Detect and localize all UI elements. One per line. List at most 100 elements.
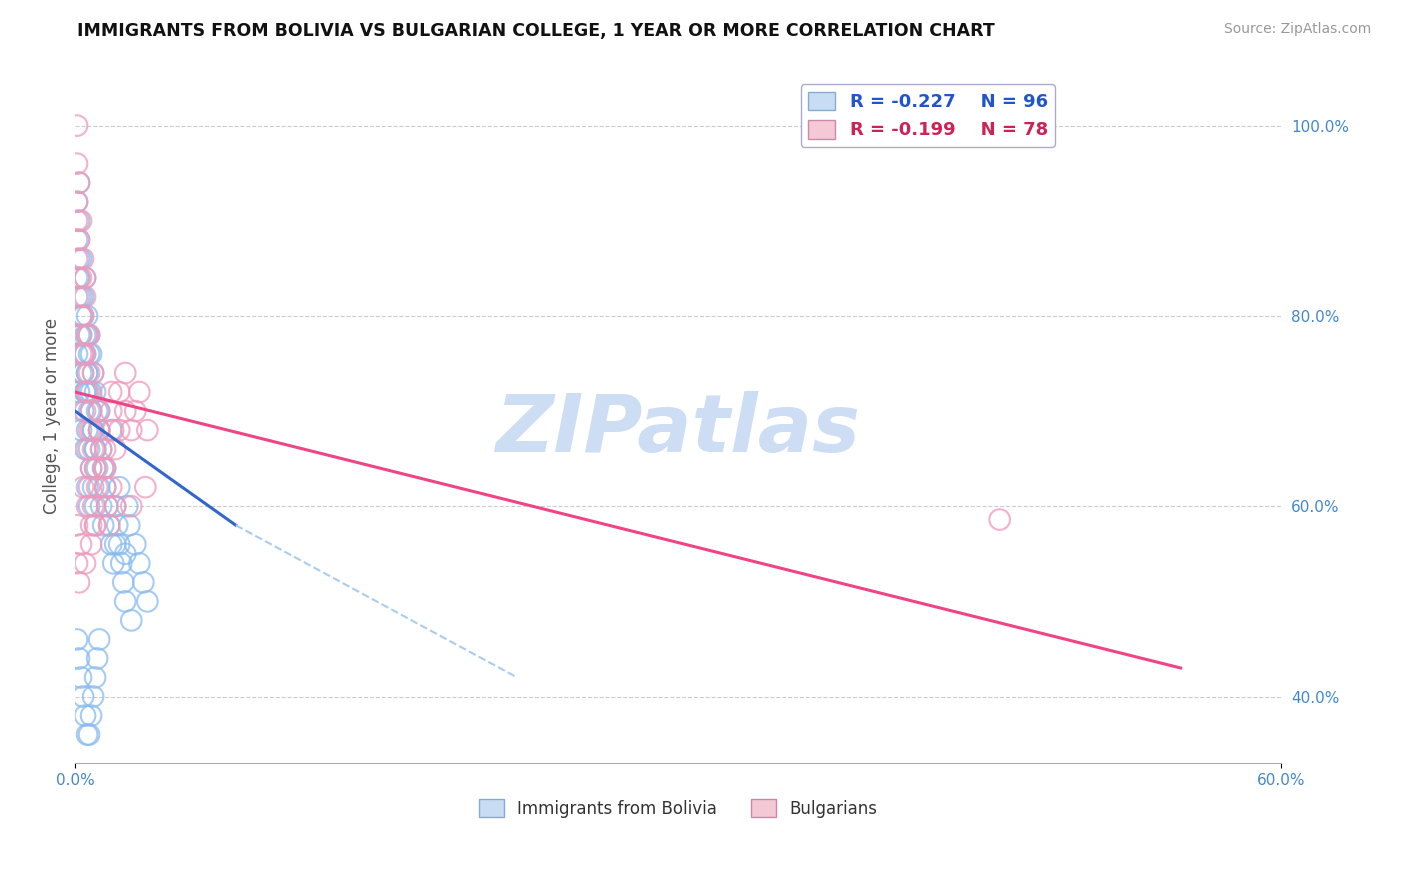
Point xyxy=(70,327,93,342)
Point xyxy=(82,366,104,380)
Point xyxy=(80,404,103,418)
Point xyxy=(77,728,100,742)
Point xyxy=(108,423,131,437)
Point xyxy=(104,442,127,457)
Point xyxy=(66,119,89,133)
Point xyxy=(89,423,111,437)
Point xyxy=(124,404,146,418)
Point xyxy=(76,423,98,437)
Point xyxy=(66,347,89,361)
Point xyxy=(72,309,94,323)
Point xyxy=(70,213,93,227)
Point xyxy=(94,461,117,475)
Point xyxy=(73,442,96,457)
Point xyxy=(108,385,131,400)
Point xyxy=(70,309,93,323)
Point xyxy=(77,442,100,457)
Point xyxy=(73,327,96,342)
Point xyxy=(124,537,146,551)
Point xyxy=(66,252,89,266)
Point xyxy=(70,671,93,685)
Point xyxy=(67,575,90,590)
Point xyxy=(77,404,100,418)
Point xyxy=(66,518,89,533)
Point xyxy=(67,270,90,285)
Point xyxy=(72,290,94,304)
Point xyxy=(84,461,107,475)
Point xyxy=(67,270,90,285)
Point xyxy=(100,537,122,551)
Point xyxy=(67,233,90,247)
Point xyxy=(128,557,150,571)
Point xyxy=(72,690,94,704)
Point xyxy=(136,423,159,437)
Point xyxy=(114,404,136,418)
Point xyxy=(988,512,1011,526)
Point xyxy=(70,366,93,380)
Point xyxy=(82,690,104,704)
Point xyxy=(91,518,114,533)
Point xyxy=(84,518,107,533)
Point xyxy=(80,461,103,475)
Point xyxy=(86,461,108,475)
Point xyxy=(134,480,156,494)
Text: Source: ZipAtlas.com: Source: ZipAtlas.com xyxy=(1223,22,1371,37)
Point xyxy=(96,500,118,514)
Point xyxy=(114,547,136,561)
Point xyxy=(91,461,114,475)
Point xyxy=(76,366,98,380)
Point xyxy=(73,385,96,400)
Point xyxy=(100,385,122,400)
Point xyxy=(77,327,100,342)
Point xyxy=(76,366,98,380)
Point xyxy=(114,366,136,380)
Point xyxy=(73,290,96,304)
Point xyxy=(86,480,108,494)
Point xyxy=(70,347,93,361)
Text: IMMIGRANTS FROM BOLIVIA VS BULGARIAN COLLEGE, 1 YEAR OR MORE CORRELATION CHART: IMMIGRANTS FROM BOLIVIA VS BULGARIAN COL… xyxy=(77,22,995,40)
Point xyxy=(80,423,103,437)
Point xyxy=(114,594,136,608)
Point xyxy=(90,500,112,514)
Point xyxy=(91,461,114,475)
Point xyxy=(110,557,132,571)
Point xyxy=(66,156,89,170)
Point xyxy=(66,194,89,209)
Point xyxy=(73,385,96,400)
Point xyxy=(70,270,93,285)
Point xyxy=(100,480,122,494)
Point xyxy=(86,404,108,418)
Point xyxy=(104,537,127,551)
Point xyxy=(82,500,104,514)
Point xyxy=(66,213,89,227)
Point xyxy=(76,385,98,400)
Point xyxy=(67,290,90,304)
Point xyxy=(89,404,111,418)
Point xyxy=(80,461,103,475)
Point xyxy=(76,327,98,342)
Point xyxy=(72,309,94,323)
Point xyxy=(86,651,108,665)
Point xyxy=(76,500,98,514)
Point xyxy=(67,327,90,342)
Point xyxy=(90,442,112,457)
Point xyxy=(70,309,93,323)
Point xyxy=(94,461,117,475)
Point xyxy=(73,708,96,723)
Point xyxy=(90,442,112,457)
Point xyxy=(80,347,103,361)
Point xyxy=(73,404,96,418)
Point xyxy=(80,518,103,533)
Point xyxy=(72,252,94,266)
Point xyxy=(66,290,89,304)
Point xyxy=(82,366,104,380)
Point xyxy=(103,557,125,571)
Point xyxy=(70,537,93,551)
Point xyxy=(70,327,93,342)
Point xyxy=(98,518,121,533)
Point xyxy=(100,423,122,437)
Point xyxy=(66,632,89,647)
Point xyxy=(103,423,125,437)
Point xyxy=(72,347,94,361)
Point xyxy=(72,480,94,494)
